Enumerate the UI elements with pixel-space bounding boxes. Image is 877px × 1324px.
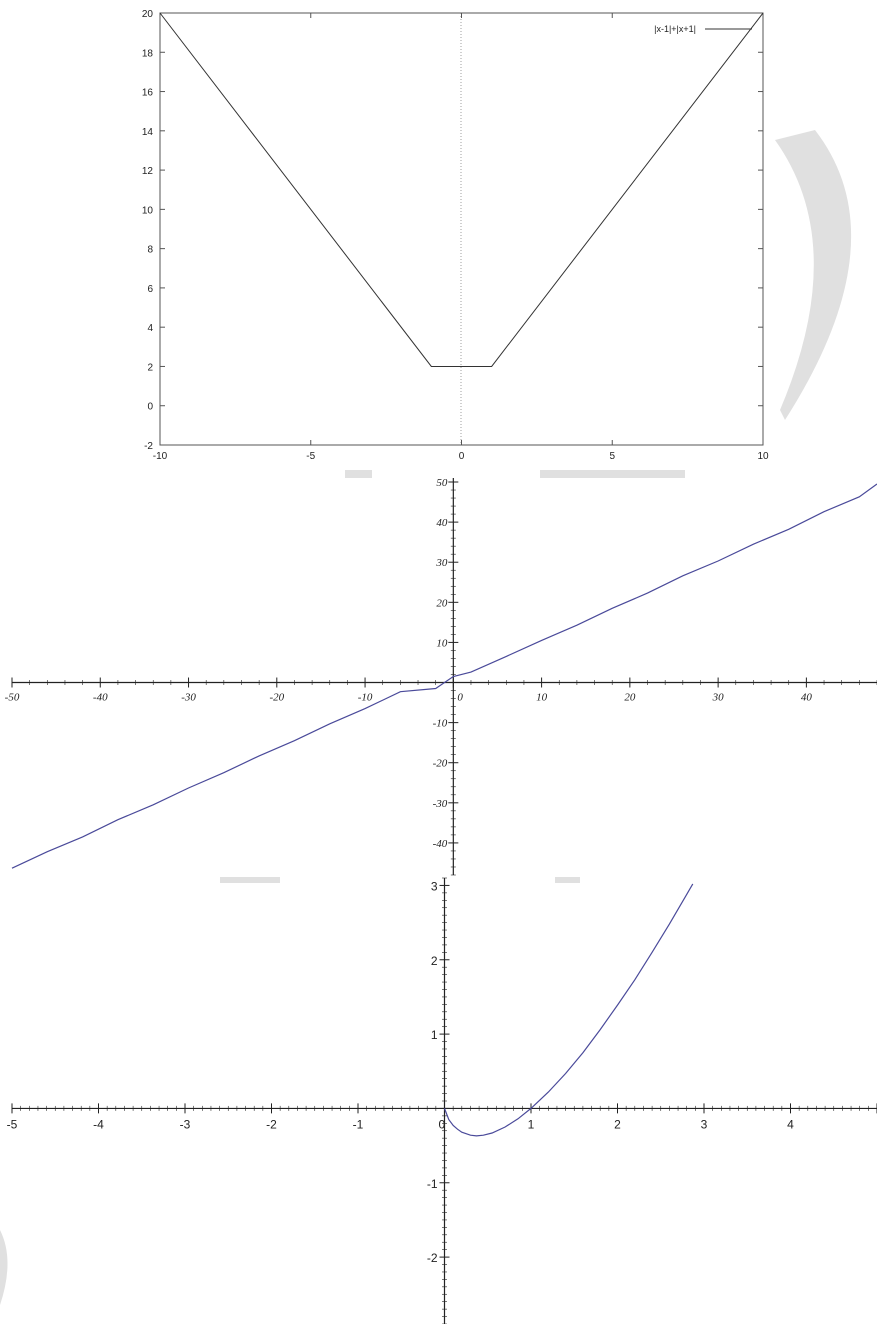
y-tick-label: 8	[147, 245, 153, 256]
x-ticks: -50 -40 -30 -20 -10 0 10 20 30 40	[5, 677, 877, 704]
x-tick-label: 4	[787, 1117, 794, 1131]
x-tick-label: 1	[528, 1117, 535, 1131]
y-tick-label: 10	[436, 637, 448, 649]
series-line	[11, 483, 877, 869]
series-line	[159, 12, 764, 367]
x-tick-label: -10	[358, 692, 373, 704]
x-ticks: -10 -5 0 5 10	[153, 13, 769, 462]
y-tick-label: 20	[142, 9, 154, 20]
y-tick-label: 12	[142, 166, 154, 177]
y-tick-label: -10	[433, 718, 448, 730]
y-tick-label: 1	[431, 1028, 438, 1042]
y-tick-label: 2	[147, 362, 153, 373]
x-tick-label: 40	[801, 692, 813, 704]
x-tick-label: 0	[439, 1117, 446, 1131]
chart-curve: -5 -4 -3 -2 -1 0 1 2 3 4 -2 -1 1 2 3	[7, 877, 877, 1324]
y-tick-label: 50	[436, 477, 448, 489]
watermark-shape	[0, 130, 852, 1305]
x-tick-label: 5	[609, 451, 615, 462]
chart-abs-sum: -10 -5 0 5 10 -2 0 2 4 6 8 10 12 14 16 18 20 |x-1|+|x+1…	[142, 9, 769, 462]
x-tick-label: 20	[624, 692, 636, 704]
x-tick-label: 10	[757, 451, 769, 462]
axes	[12, 478, 877, 875]
x-tick-label: -5	[306, 451, 315, 462]
y-tick-label: 0	[147, 402, 153, 413]
y-tick-label: 10	[142, 205, 154, 216]
x-tick-label: -2	[266, 1117, 277, 1131]
y-tick-label: 2	[431, 954, 438, 968]
y-tick-label: 4	[147, 323, 153, 334]
x-tick-label: -30	[181, 692, 196, 704]
x-tick-label: -40	[93, 692, 108, 704]
y-tick-label: 16	[142, 88, 154, 99]
x-tick-label: 0	[457, 692, 463, 704]
plot-frame	[159, 12, 764, 446]
x-tick-label: -20	[269, 692, 284, 704]
y-tick-label: 3	[431, 879, 438, 893]
y-tick-label: -2	[427, 1251, 438, 1265]
y-ticks: -2 0 2 4 6 8 10 12 14 16 18 20	[142, 9, 763, 452]
y-tick-label: 40	[436, 517, 448, 529]
x-tick-label: 0	[459, 451, 465, 462]
x-tick-label: -10	[153, 451, 168, 462]
x-ticks: -5 -4 -3 -2 -1 0 1 2 3 4	[7, 1103, 877, 1131]
y-ticks: -40 -30 -20 -10 10 20 30 40 50	[433, 477, 459, 876]
series-line	[443, 883, 694, 1137]
x-tick-label: -4	[93, 1117, 104, 1131]
y-tick-label: 20	[436, 597, 448, 609]
x-tick-label: -50	[5, 692, 20, 704]
y-tick-label: 18	[142, 48, 154, 59]
x-tick-label: -3	[180, 1117, 191, 1131]
y-tick-label: -20	[433, 758, 448, 770]
y-tick-label: 6	[147, 284, 153, 295]
y-tick-label: -1	[427, 1177, 438, 1191]
x-tick-label: 3	[701, 1117, 708, 1131]
x-tick-label: 2	[614, 1117, 621, 1131]
legend: |x-1|+|x+1|	[654, 24, 752, 34]
y-tick-label: 14	[142, 127, 154, 138]
y-tick-label: -30	[433, 798, 448, 810]
chart-staircase-sine: -50 -40 -30 -20 -10 0 10 20 30 40 -40 -30 -20 -10 10 2…	[5, 477, 877, 876]
x-tick-label: -1	[353, 1117, 364, 1131]
y-tick-label: -2	[144, 441, 153, 452]
y-ticks: -2 -1 1 2 3	[427, 877, 450, 1324]
y-tick-label: 30	[435, 557, 448, 569]
x-tick-label: -5	[7, 1117, 18, 1131]
y-tick-label: -40	[433, 838, 448, 850]
x-tick-label: 10	[536, 692, 548, 704]
legend-label: |x-1|+|x+1|	[654, 24, 696, 34]
x-tick-label: 30	[712, 692, 725, 704]
